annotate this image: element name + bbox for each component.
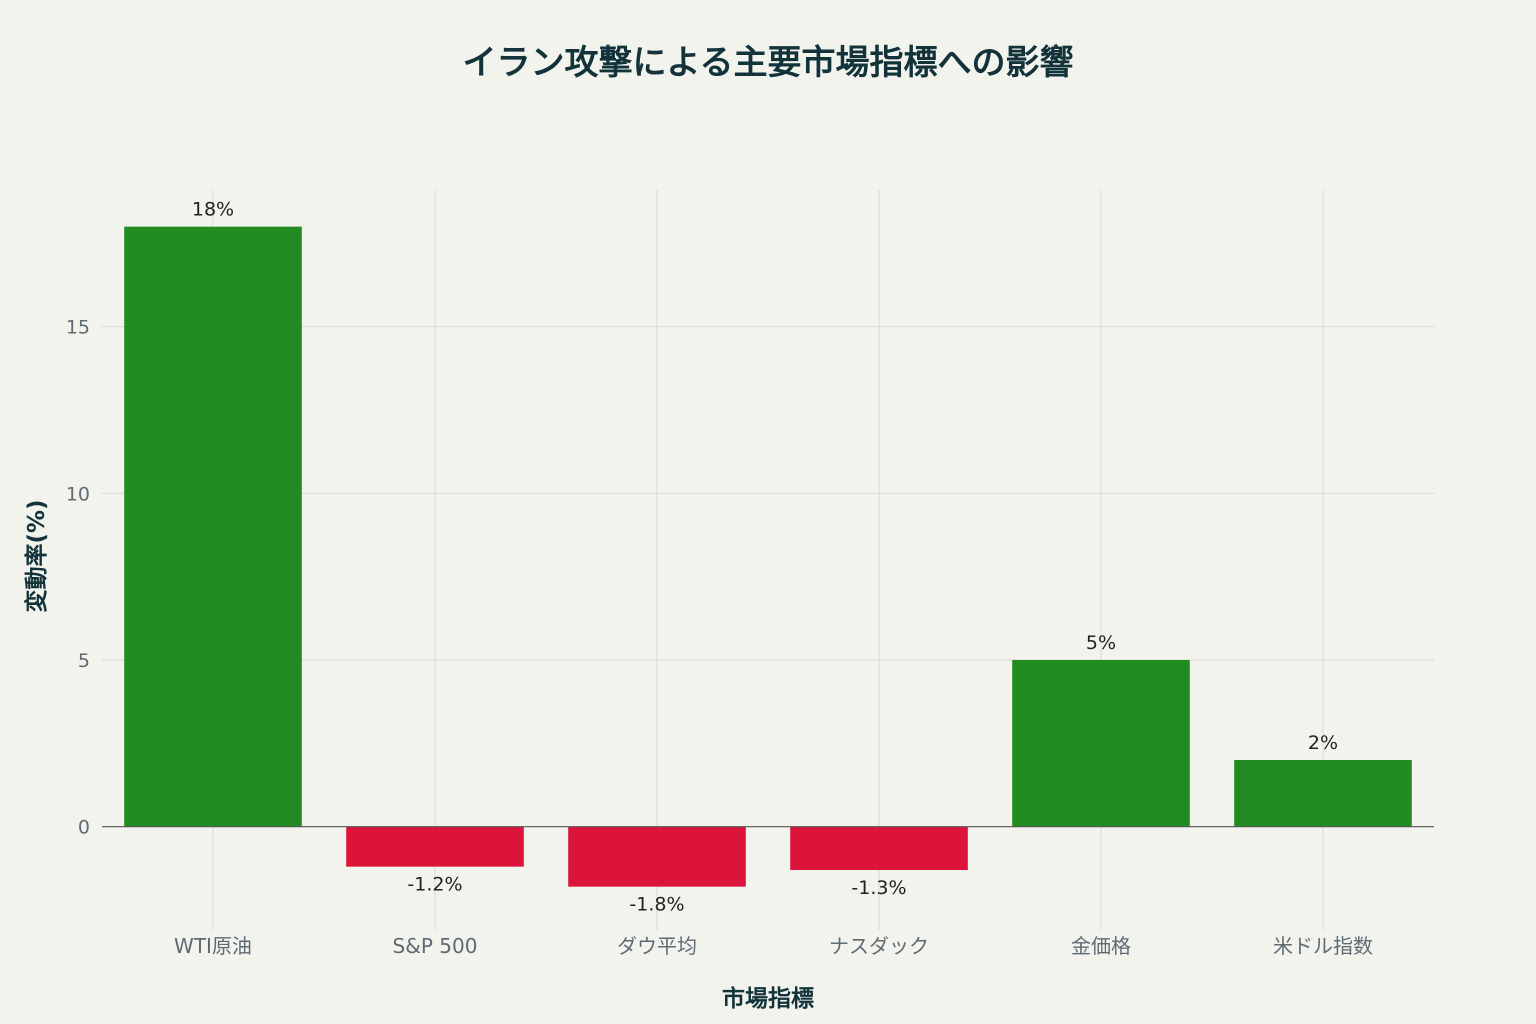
data-label: -1.2% xyxy=(407,874,462,896)
y-tick-label: 0 xyxy=(78,817,90,839)
labels-layer: 0 5 10 15 18% WTI原油 -1.2% S&P 500 -1.8% ダウ平均 -1.3%… xyxy=(66,199,1373,958)
bar xyxy=(1234,760,1412,827)
y-tick-label: 10 xyxy=(66,483,90,505)
x-tick-label: 米ドル指数 xyxy=(1273,934,1373,958)
data-label: -1.8% xyxy=(629,894,684,916)
bar xyxy=(346,826,524,867)
x-tick-label: ナスダック xyxy=(829,934,929,958)
x-tick-label: ダウ平均 xyxy=(617,934,697,958)
bars-layer xyxy=(102,226,1434,887)
chart-title: イラン攻撃による主要市場指標への影響 xyxy=(463,43,1074,83)
data-label: 2% xyxy=(1308,732,1338,754)
bar xyxy=(568,826,746,887)
data-label: -1.3% xyxy=(851,877,906,899)
x-axis-title: 市場指標 xyxy=(722,985,814,1012)
data-label: 5% xyxy=(1086,632,1116,654)
y-axis-title: 変動率(%) xyxy=(23,499,50,612)
data-label: 18% xyxy=(192,199,234,221)
y-tick-label: 15 xyxy=(66,317,90,339)
x-tick-label: S&P 500 xyxy=(393,934,478,958)
bar xyxy=(124,226,302,827)
bar xyxy=(1012,660,1190,827)
grid-layer xyxy=(102,190,1434,930)
x-tick-label: 金価格 xyxy=(1071,934,1131,958)
bar xyxy=(790,826,968,870)
x-tick-label: WTI原油 xyxy=(174,934,252,958)
y-tick-label: 5 xyxy=(78,650,90,672)
